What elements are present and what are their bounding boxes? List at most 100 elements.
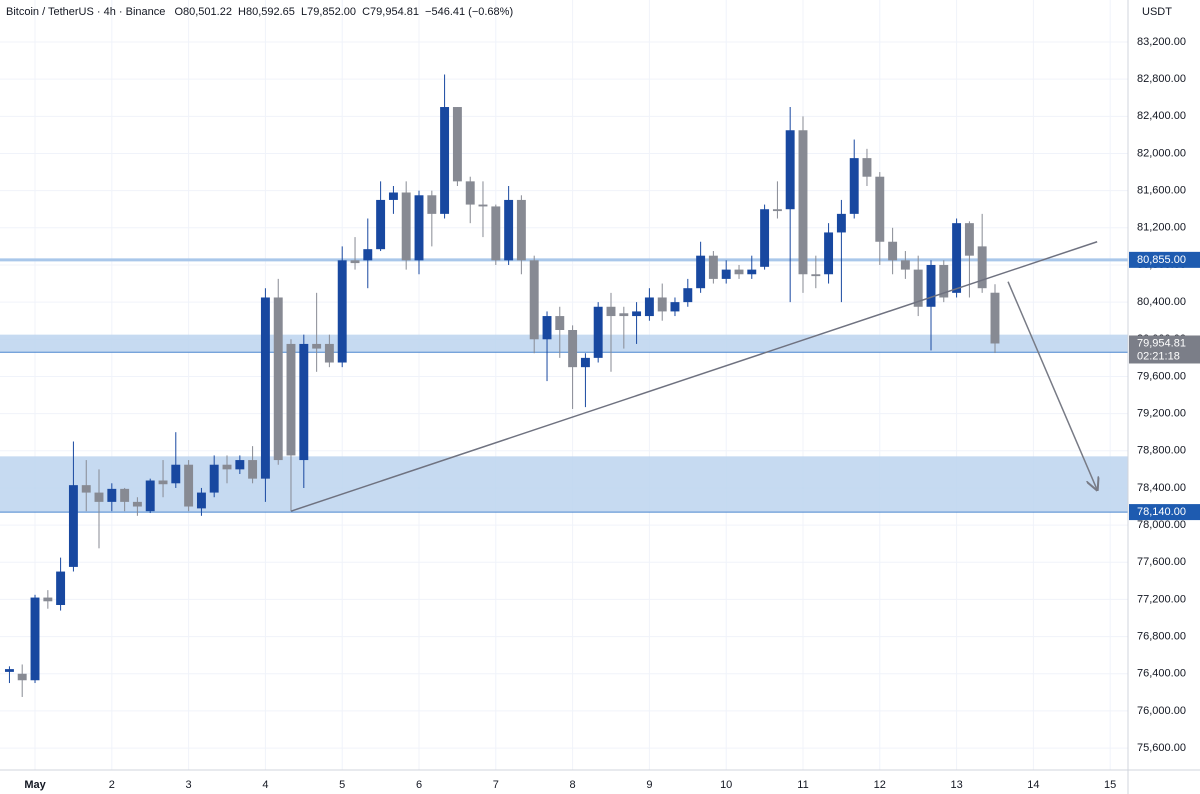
candle-body [721, 269, 731, 279]
candle-body [542, 316, 552, 340]
candle-body [657, 297, 667, 312]
candle-body [913, 269, 923, 307]
candle-body [452, 107, 462, 182]
y-tick-label: 83,200.00 [1137, 36, 1186, 48]
level-label: 78,140.00 [1137, 506, 1186, 518]
zones [0, 258, 1128, 513]
x-tick-label: 5 [339, 779, 345, 791]
y-tick-label: 79,600.00 [1137, 370, 1186, 382]
candle-body [772, 209, 782, 212]
x-tick-label: 3 [186, 779, 192, 791]
candle-body [977, 246, 987, 289]
candle-body [529, 260, 539, 340]
x-tick-label: May [24, 779, 46, 791]
candle-body [734, 269, 744, 275]
ohlc-close: C79,954.81 [362, 6, 419, 18]
candle-body [120, 488, 130, 502]
y-tick-label: 76,800.00 [1137, 630, 1186, 642]
x-tick-label: 15 [1104, 779, 1116, 791]
candle-body [900, 260, 910, 270]
candle-body [30, 597, 40, 681]
candle-body [632, 311, 642, 317]
level-box [1129, 504, 1200, 521]
candle-body [440, 107, 450, 214]
candle-body [952, 223, 962, 293]
x-tick-label: 9 [646, 779, 652, 791]
candle-body [56, 571, 66, 605]
zone [0, 456, 1128, 513]
symbol: Bitcoin / TetherUS · 4h · Binance [6, 6, 165, 18]
candle-body [516, 199, 526, 261]
x-tick-label: 14 [1027, 779, 1039, 791]
y-tick-label: 78,000.00 [1137, 519, 1186, 531]
ohlc-low: L79,852.00 [301, 6, 356, 18]
header: Bitcoin / TetherUS · 4h · Binance O80,50… [6, 6, 513, 18]
candle-body [299, 343, 309, 461]
candle-body [222, 464, 232, 470]
candle-body [824, 232, 834, 275]
candle-body [68, 485, 78, 567]
candle-body [568, 330, 578, 368]
candle-body [209, 464, 219, 493]
last-price-label: 79,954.81 [1137, 337, 1186, 349]
x-tick-label: 10 [720, 779, 732, 791]
candle-body [785, 130, 795, 210]
drawings [290, 241, 1098, 512]
candle-body [94, 492, 104, 502]
candle-body [388, 192, 398, 200]
candle-body [81, 485, 91, 493]
candle-body [107, 488, 117, 502]
candle-body [337, 260, 347, 363]
x-tick-label: 6 [416, 779, 422, 791]
candle-body [670, 302, 680, 312]
y-tick-label: 82,400.00 [1137, 110, 1186, 122]
candle-body [606, 306, 616, 317]
candle-body [196, 492, 206, 509]
candle-body [184, 464, 194, 507]
y-tick-label: 77,200.00 [1137, 593, 1186, 605]
trendline [290, 241, 1098, 512]
axes: 75,600.00 76,000.00 76,400.00 76,800.00 77,2… [24, 36, 1200, 791]
countdown-label: 02:21:18 [1137, 350, 1180, 362]
level-box [1129, 251, 1200, 268]
y-tick-label: 81,600.00 [1137, 185, 1186, 197]
candle-body [260, 297, 270, 479]
candle-body [491, 206, 501, 261]
candle-body [363, 249, 373, 261]
x-tick-label: 2 [109, 779, 115, 791]
x-tick-label: 13 [950, 779, 962, 791]
candle-body [875, 176, 885, 242]
candle-body [747, 269, 757, 275]
candle-body [849, 158, 859, 214]
candle-body [4, 669, 14, 672]
candle-body [836, 213, 846, 233]
candle-body [926, 264, 936, 307]
candle-body [696, 255, 706, 289]
candle-body [760, 209, 770, 267]
candle-body [580, 357, 590, 368]
x-tick-label: 12 [874, 779, 886, 791]
candle-body [43, 597, 53, 602]
candle-body [273, 297, 283, 461]
ohlc-open: O80,501.22 [174, 6, 232, 18]
candle-body [593, 306, 603, 358]
candle-body [964, 223, 974, 256]
candle-body [798, 130, 808, 275]
candle-body [478, 204, 488, 207]
candle-body [414, 195, 424, 261]
y-tick-label: 82,000.00 [1137, 147, 1186, 159]
candle-body [619, 313, 629, 317]
x-tick-label: 4 [262, 779, 268, 791]
candle-body [286, 343, 296, 456]
y-tick-label: 77,600.00 [1137, 556, 1186, 568]
candle-body [248, 460, 258, 479]
candle-body [324, 343, 334, 363]
candle-body [17, 673, 27, 681]
level-label: 80,855.00 [1137, 254, 1186, 266]
candle-body [235, 460, 245, 470]
candle-body [350, 260, 360, 264]
arrow [1007, 281, 1097, 490]
candle-body [376, 199, 386, 250]
candle-body [427, 195, 437, 214]
